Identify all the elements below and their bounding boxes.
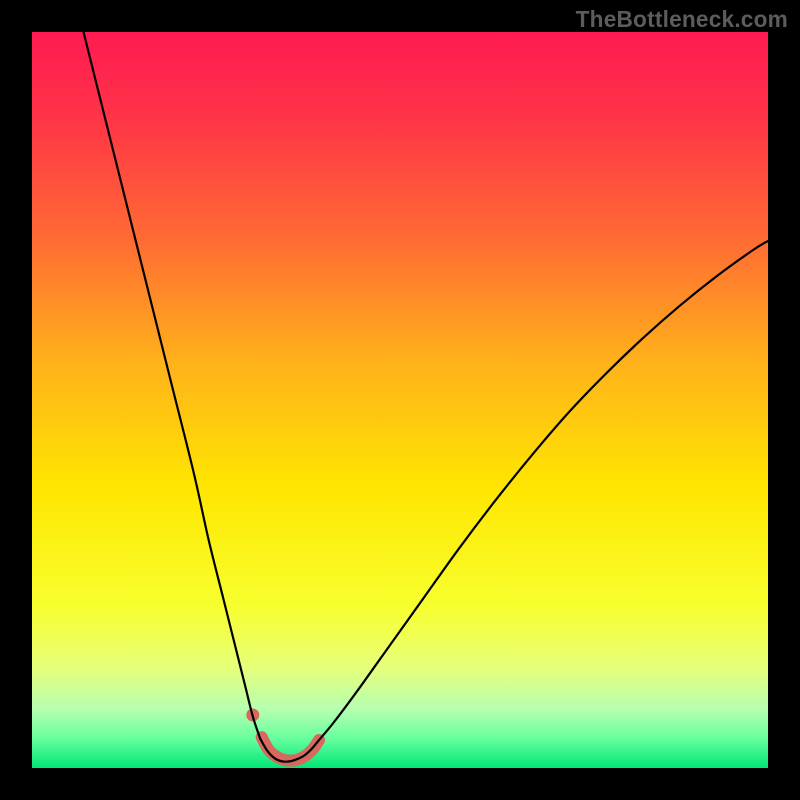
curve-right-arm [319,241,768,740]
canvas: TheBottleneck.com [0,0,800,800]
plot-area [32,32,768,768]
curve-left-arm [84,32,261,739]
plot-overlay-svg [32,32,768,768]
watermark-text: TheBottleneck.com [576,6,788,33]
